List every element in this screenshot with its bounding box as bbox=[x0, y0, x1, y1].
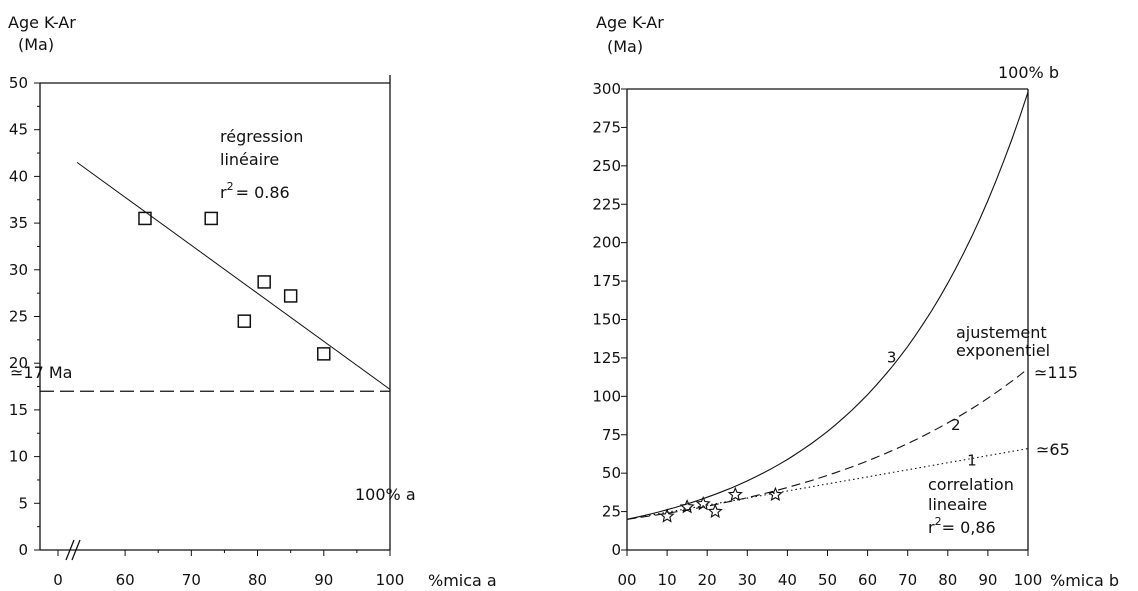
chart-b-xtick-label: 30 bbox=[738, 571, 757, 589]
chart-a-ytick-label: 25 bbox=[9, 308, 28, 326]
data-point-star bbox=[695, 495, 711, 511]
fit-curve-2 bbox=[626, 368, 1029, 520]
chart-a-ytick-label: 40 bbox=[9, 167, 28, 185]
exponential-fit-label-line1: ajustement bbox=[956, 323, 1047, 342]
chart-a-ytick-label: 5 bbox=[18, 494, 28, 512]
curve-1-label: 1 bbox=[967, 451, 977, 469]
chart-b-ytick-label: 0 bbox=[611, 541, 621, 559]
regression-label-line2: linéaire bbox=[220, 150, 279, 169]
data-point-square bbox=[204, 211, 218, 226]
data-point-star bbox=[659, 508, 675, 523]
data-point-square bbox=[257, 275, 271, 289]
chart-b-xtick-label: 50 bbox=[818, 571, 837, 589]
approx-65-label: ≃65 bbox=[1036, 440, 1070, 459]
exponential-fit-label-line2: exponentiel bbox=[956, 341, 1050, 360]
fit-curve-1 bbox=[626, 448, 1029, 520]
chart-b-ylabel: Age K-Ar bbox=[596, 13, 664, 32]
fit-curve-3 bbox=[626, 91, 1029, 520]
chart-a-xtick-label: 100 bbox=[376, 571, 405, 589]
chart-b-ytick-label: 125 bbox=[592, 349, 621, 367]
chart-a-xticks: 0 60 70 80 90 100 bbox=[53, 550, 404, 589]
chart-b-xtick-label: 40 bbox=[778, 571, 797, 589]
axis-break-mark bbox=[71, 539, 81, 561]
correlation-r2: r2= 0,86 bbox=[928, 515, 996, 537]
chart-a-xtick-label: 80 bbox=[248, 571, 267, 589]
top-right-label-b: 100% b bbox=[998, 63, 1059, 82]
chart-b-xlabel: %mica b bbox=[1050, 571, 1119, 590]
chart-b-ytick-label: 300 bbox=[592, 80, 621, 98]
data-point-star bbox=[767, 486, 783, 502]
corner-label-a: 100% a bbox=[355, 485, 416, 504]
axis-break-mark bbox=[65, 539, 75, 561]
chart-a-ytick-label: 10 bbox=[9, 448, 28, 466]
chart-a-axes bbox=[39, 75, 391, 561]
chart-b-xtick-label: 90 bbox=[978, 571, 997, 589]
chart-b-xtick-label: 10 bbox=[658, 571, 677, 589]
correlation-label-line1: correlation bbox=[928, 475, 1014, 494]
chart-a-ytick-label: 45 bbox=[9, 121, 28, 139]
chart-b-yticks: 0 25 50 75 100 125 150 175 200 225 250 275 300 bbox=[592, 80, 627, 559]
chart-b-ytick-label: 175 bbox=[592, 272, 621, 290]
chart-b-ytick-label: 50 bbox=[602, 464, 621, 482]
chart-b-xtick-label: 00 bbox=[617, 571, 636, 589]
chart-a-ytick-label: 0 bbox=[18, 541, 28, 559]
chart-b-ytick-label: 25 bbox=[602, 503, 621, 521]
chart-b-ytick-label: 100 bbox=[592, 387, 621, 405]
chart-b-xtick-label: 60 bbox=[858, 571, 877, 589]
approx-115-label: ≃115 bbox=[1034, 363, 1078, 382]
chart-a-ytick-label: 50 bbox=[9, 74, 28, 92]
curve-3-label: 3 bbox=[887, 349, 897, 367]
chart-a-xtick-label: 0 bbox=[53, 571, 63, 589]
chart-b-curves: 3 21 bbox=[626, 91, 1029, 520]
chart-a-xtick-label: 70 bbox=[182, 571, 201, 589]
chart-b-xtick-label: 70 bbox=[898, 571, 917, 589]
chart-b-ytick-label: 225 bbox=[592, 195, 621, 213]
chart-a-xlabel: %mica a bbox=[428, 571, 497, 590]
data-point-star bbox=[727, 486, 743, 502]
chart-b-points bbox=[659, 486, 783, 523]
chart-a-lines bbox=[40, 161, 391, 392]
chart-b-ytick-label: 150 bbox=[592, 311, 621, 329]
chart-b-ytick-label: 250 bbox=[592, 157, 621, 175]
chart-a-ytick-label: 35 bbox=[9, 214, 28, 232]
chart-a-xtick-label: 60 bbox=[116, 571, 135, 589]
correlation-label-line2: lineaire bbox=[928, 495, 987, 514]
chart-b-xticks: 00 10 20 30 40 50 60 70 80 90 100 bbox=[617, 550, 1042, 589]
chart-a-xtick-label: 90 bbox=[314, 571, 333, 589]
chart-b-ytick-label: 200 bbox=[592, 234, 621, 252]
data-point-square bbox=[237, 314, 252, 328]
chart-a-points bbox=[138, 211, 331, 361]
data-point-star bbox=[679, 499, 695, 514]
chart-a-ytick-label: 20 bbox=[9, 354, 28, 372]
chart-a-ytick-label: 15 bbox=[9, 401, 28, 419]
regression-label-line1: régression bbox=[220, 127, 303, 146]
data-point-square bbox=[138, 211, 152, 226]
data-point-star bbox=[707, 503, 723, 518]
chart-b: Age K-Ar (Ma) 02550751001251501752002252… bbox=[592, 13, 1119, 590]
chart-a-ytick-label: 30 bbox=[9, 261, 28, 279]
chart-a-ylabel: Age K-Ar bbox=[8, 13, 76, 32]
chart-b-yunit: (Ma) bbox=[607, 37, 643, 56]
data-point-square bbox=[283, 289, 298, 303]
curve-2-label: 2 bbox=[951, 416, 961, 434]
reference-line-label: ≃17 Ma bbox=[10, 363, 72, 382]
chart-a-yticks: 0 5 10 15 20 25 30 35 40 45 50 bbox=[9, 74, 40, 559]
regression-line bbox=[76, 161, 391, 390]
chart-b-xtick-label: 80 bbox=[938, 571, 957, 589]
chart-b-xtick-label: 20 bbox=[698, 571, 717, 589]
chart-b-ytick-label: 275 bbox=[592, 118, 621, 136]
data-point-square bbox=[317, 347, 331, 361]
chart-a: Age K-Ar (Ma) 0 5 10 15 20 25 30 35 40 45 50 0 60 70… bbox=[8, 13, 497, 590]
chart-b-ytick-label: 75 bbox=[602, 426, 621, 444]
chart-a-yunit: (Ma) bbox=[18, 35, 54, 54]
chart-b-xtick-label: 100 bbox=[1014, 571, 1043, 589]
regression-r2: r2 = 0.86 bbox=[220, 180, 290, 202]
